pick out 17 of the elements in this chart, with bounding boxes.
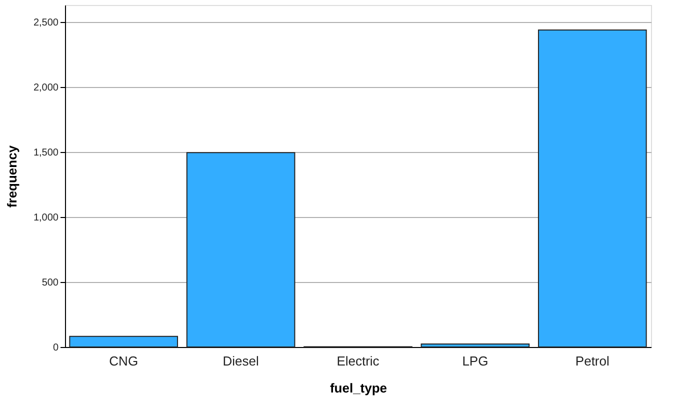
y-tick-label: 1,500 <box>33 147 59 158</box>
bar <box>186 152 296 348</box>
y-tick-label: 1,000 <box>33 212 59 224</box>
bar <box>69 336 178 348</box>
x-tick-label: CNG <box>109 354 138 368</box>
x-tick-label: Electric <box>336 354 380 368</box>
x-tick-label: LPG <box>462 354 488 368</box>
y-tick-label: 500 <box>42 277 59 288</box>
y-tick-label: 2,000 <box>33 82 59 94</box>
bar <box>538 29 647 348</box>
y-tick-label: 2,500 <box>33 17 59 28</box>
bar <box>420 344 530 348</box>
x-tick-label: Diesel <box>222 354 259 368</box>
y-axis-title: frequency <box>4 144 20 208</box>
x-tick-label: Petrol <box>575 354 610 368</box>
y-tick-label: 0 <box>52 342 59 354</box>
x-axis-title: fuel_type <box>330 380 388 396</box>
